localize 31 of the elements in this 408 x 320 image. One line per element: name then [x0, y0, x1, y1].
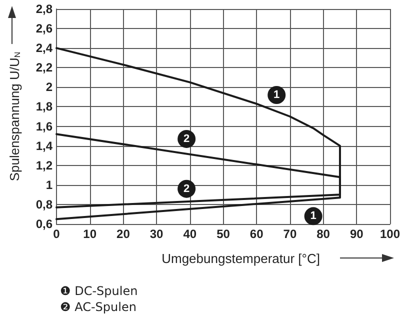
y-tick-label: 2,4: [36, 41, 53, 56]
x-tick-label: 100: [380, 227, 400, 241]
annotation: 1: [310, 210, 316, 222]
text: ❷ AC-Spulen: [60, 300, 136, 314]
y-tick-label: 0,8: [36, 197, 53, 212]
y-tick-label: 2,8: [36, 2, 53, 16]
x-tick-label: 30: [150, 227, 164, 241]
y-tick-label: 2: [46, 80, 53, 94]
y-tick-label: 1,6: [36, 119, 53, 134]
x-tick-label: 0: [53, 227, 60, 241]
y-tick-label: 0,6: [36, 217, 53, 231]
annotation: 1: [274, 89, 280, 101]
text: ❶ DC-Spulen: [60, 284, 138, 298]
x-tick-label: 50: [216, 227, 230, 241]
y-tick-label: 1: [46, 178, 53, 192]
x-tick-label: 80: [316, 227, 330, 241]
y-tick-label: 1,2: [36, 158, 53, 172]
y-tick-label: 2,6: [36, 22, 53, 36]
x-tick-label: 10: [83, 227, 97, 241]
x-tick-label: 40: [183, 227, 197, 241]
x-tick-label: 70: [283, 227, 297, 241]
y-tick-label: 1,4: [36, 138, 53, 153]
x-axis-title: Umgebungstemperatur [°C]: [162, 251, 320, 266]
x-tick-label: 20: [116, 227, 130, 241]
x-tick-label: 60: [250, 227, 264, 241]
y-axis-title: Spulenspannung U/UN: [7, 52, 22, 182]
y-tick-label: 2,2: [36, 60, 53, 75]
x-tick-label: 90: [350, 227, 364, 241]
annotation: 2: [184, 132, 190, 145]
y-tick-label: 1,8: [36, 100, 53, 114]
annotation: 2: [184, 182, 190, 195]
